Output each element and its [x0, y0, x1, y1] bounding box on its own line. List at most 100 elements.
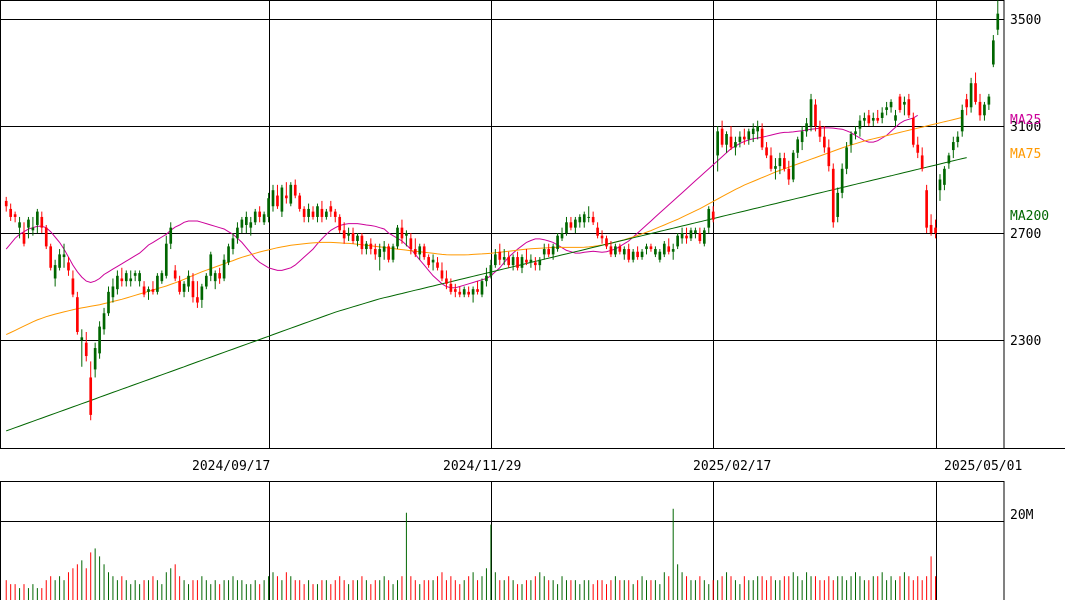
candle-body [565, 222, 568, 233]
candle-body [529, 259, 533, 263]
candle-body [449, 283, 453, 292]
candle-body [685, 235, 688, 239]
candle-body [591, 216, 595, 223]
volume-panel-frame [0, 481, 1005, 601]
candle-body [654, 249, 657, 255]
candle-body [53, 265, 57, 279]
candle-body [969, 83, 973, 108]
candle-body [680, 233, 684, 239]
candle-body [631, 251, 635, 260]
candle-body [809, 99, 813, 126]
candle-body [965, 99, 968, 108]
candle-body [22, 233, 26, 244]
price-tick-label-2700: 2700 [1010, 227, 1041, 242]
candle-body [280, 187, 284, 212]
candle-body [431, 259, 435, 263]
candle-body [467, 291, 470, 295]
candle-body [31, 227, 35, 231]
price-tick-label-3500: 3500 [1010, 13, 1041, 28]
candle-body [293, 184, 297, 196]
candle-body [409, 238, 413, 250]
candle-body [107, 291, 110, 314]
candle-body [222, 259, 226, 279]
candle-body [556, 235, 559, 250]
price-grid [0, 0, 1065, 449]
candle-body [796, 139, 800, 153]
date-label-1: 2024/09/17 [192, 459, 270, 474]
candle-body [227, 246, 230, 263]
candle-body [164, 243, 168, 276]
candle-body [769, 155, 773, 169]
candle-body [422, 246, 426, 258]
candle-body [578, 216, 582, 223]
candle-body [903, 101, 906, 105]
candle-body [445, 278, 448, 284]
candle-body [338, 216, 342, 231]
candle-body [547, 249, 551, 255]
candle-body [649, 246, 653, 250]
candle-body [867, 115, 871, 124]
candle-body [333, 211, 337, 217]
candle-body [667, 246, 671, 252]
candle-body [418, 246, 422, 255]
candle-body [609, 246, 613, 255]
candle-body [702, 230, 706, 244]
candle-body [36, 211, 39, 225]
candle-body [960, 109, 964, 132]
candle-body [209, 254, 213, 276]
candle-body [124, 273, 128, 282]
candle-body [596, 227, 599, 236]
candle-body [276, 195, 279, 207]
ma25-line [5, 114, 918, 289]
candle-body [889, 101, 893, 108]
candle-body [511, 257, 515, 266]
candle-body [836, 192, 840, 217]
candle-body [18, 222, 21, 228]
candle-body [636, 251, 639, 258]
candle-body [947, 155, 951, 164]
candle-body [951, 142, 955, 151]
candle-body [102, 313, 106, 330]
candle-body [489, 265, 493, 276]
candle-body [640, 251, 644, 258]
candle-body [413, 249, 417, 255]
candle-body [160, 273, 164, 282]
candle-body [396, 227, 399, 247]
candle-body [765, 147, 768, 156]
candle-body [689, 230, 693, 239]
candle-body [734, 142, 737, 148]
candle-body [525, 259, 528, 263]
candle-body [453, 289, 457, 292]
candle-body [133, 273, 137, 276]
candle-body [400, 227, 404, 239]
candle-body [356, 235, 359, 242]
candle-body [827, 147, 831, 167]
candle-body [129, 278, 133, 282]
candle-body [574, 219, 577, 228]
candle-body [929, 224, 933, 233]
candle-body [502, 257, 506, 260]
candle-body [783, 158, 786, 169]
candle-body [600, 235, 604, 239]
candle-body [391, 246, 395, 260]
candle-body [204, 275, 208, 287]
candle-body [729, 136, 733, 148]
candle-body [67, 262, 70, 271]
ma25-legend: MA25 [1010, 113, 1041, 128]
candle-body [911, 117, 915, 145]
candle-body [58, 254, 61, 268]
candle-body [196, 297, 199, 303]
candle-body [751, 128, 755, 135]
volume-tick-label-20m: 20M [1010, 508, 1034, 523]
candle-body [231, 238, 235, 250]
candle-body [116, 275, 119, 290]
candle-body [662, 243, 666, 255]
candle-body [916, 144, 920, 153]
candle-body [805, 123, 808, 132]
candle-body [485, 275, 488, 282]
candle-body [187, 275, 190, 287]
candle-body [898, 96, 902, 110]
candle-body [9, 208, 13, 217]
candle-body [569, 222, 573, 228]
